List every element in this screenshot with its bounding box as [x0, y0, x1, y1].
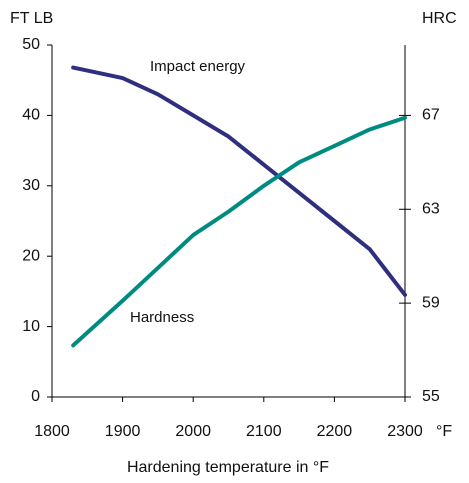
y-tick-label: 20 — [22, 247, 40, 264]
series-line — [71, 115, 407, 348]
x-tick-label: 2200 — [317, 423, 353, 440]
x-tick-label: 2000 — [175, 423, 211, 440]
x-tick-label: 2300 — [387, 423, 423, 440]
x-tick-label: 1900 — [105, 423, 141, 440]
y2-tick-label: 67 — [422, 107, 440, 124]
y-tick-label: 0 — [31, 388, 40, 405]
series-label: Impact energy — [150, 58, 246, 75]
y2-tick-label: 55 — [422, 388, 440, 405]
y-tick-label: 10 — [22, 318, 40, 335]
x-tick-label: 1800 — [34, 423, 70, 440]
series-label: Hardness — [130, 309, 194, 326]
series-line — [71, 65, 407, 297]
y-tick-label: 30 — [22, 177, 40, 194]
x-tick-label: 2100 — [246, 423, 282, 440]
x-unit: °F — [436, 423, 452, 440]
y-tick-label: 50 — [22, 36, 40, 53]
y2-tick-label: 59 — [422, 294, 440, 311]
y-tick-label: 40 — [22, 107, 40, 124]
x-axis-label: Hardening temperature in °F — [127, 459, 329, 476]
y2-tick-label: 63 — [422, 200, 440, 217]
y-axis-label: FT LB — [10, 10, 53, 27]
y2-axis-label: HRC — [422, 10, 457, 27]
